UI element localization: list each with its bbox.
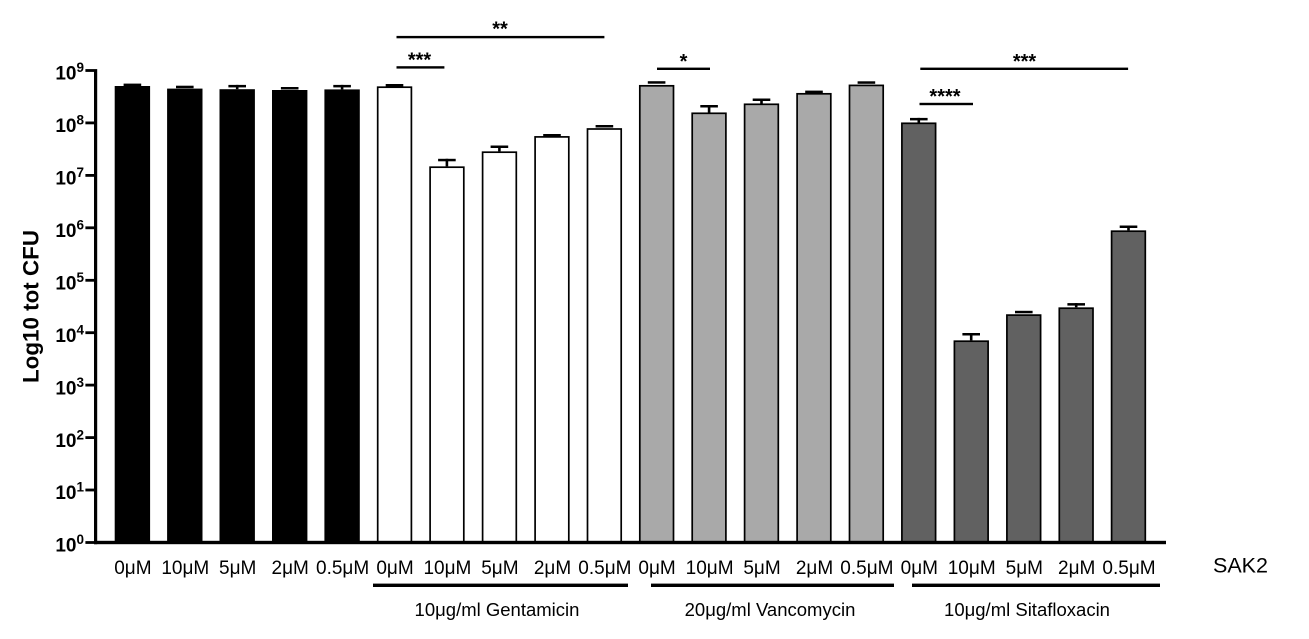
svg-text:0μM: 0μM — [376, 558, 413, 579]
svg-text:10μM: 10μM — [161, 558, 209, 579]
svg-text:0μM: 0μM — [114, 558, 151, 579]
svg-text:****: **** — [929, 86, 960, 108]
svg-text:0μM: 0μM — [901, 558, 938, 579]
svg-text:10μM: 10μM — [686, 558, 734, 579]
svg-text:10μM: 10μM — [423, 558, 471, 579]
svg-text:10μg/ml Sitafloxacin: 10μg/ml Sitafloxacin — [944, 599, 1110, 620]
svg-text:10μg/ml Gentamicin: 10μg/ml Gentamicin — [415, 599, 580, 620]
svg-text:0.5μM: 0.5μM — [1102, 558, 1155, 579]
svg-text:0.5μM: 0.5μM — [578, 558, 631, 579]
svg-text:5μM: 5μM — [743, 558, 780, 579]
svg-text:0.5μM: 0.5μM — [840, 558, 893, 579]
svg-text:2μM: 2μM — [272, 558, 309, 579]
svg-text:5μM: 5μM — [1006, 558, 1043, 579]
svg-text:5μM: 5μM — [219, 558, 256, 579]
svg-text:2μM: 2μM — [796, 558, 833, 579]
svg-text:0μM: 0μM — [638, 558, 675, 579]
svg-text:***: *** — [1013, 51, 1037, 73]
svg-text:SAK2: SAK2 — [1213, 554, 1268, 578]
svg-text:0.5μM: 0.5μM — [316, 558, 369, 579]
svg-text:2μM: 2μM — [534, 558, 571, 579]
svg-text:**: ** — [492, 19, 508, 41]
svg-text:5μM: 5μM — [481, 558, 518, 579]
svg-text:20μg/ml Vancomycin: 20μg/ml Vancomycin — [685, 599, 856, 620]
svg-text:10μM: 10μM — [948, 558, 996, 579]
svg-text:Log10 tot CFU: Log10 tot CFU — [18, 230, 43, 383]
svg-text:*: * — [680, 51, 688, 73]
svg-text:***: *** — [408, 50, 432, 72]
svg-text:2μM: 2μM — [1058, 558, 1095, 579]
